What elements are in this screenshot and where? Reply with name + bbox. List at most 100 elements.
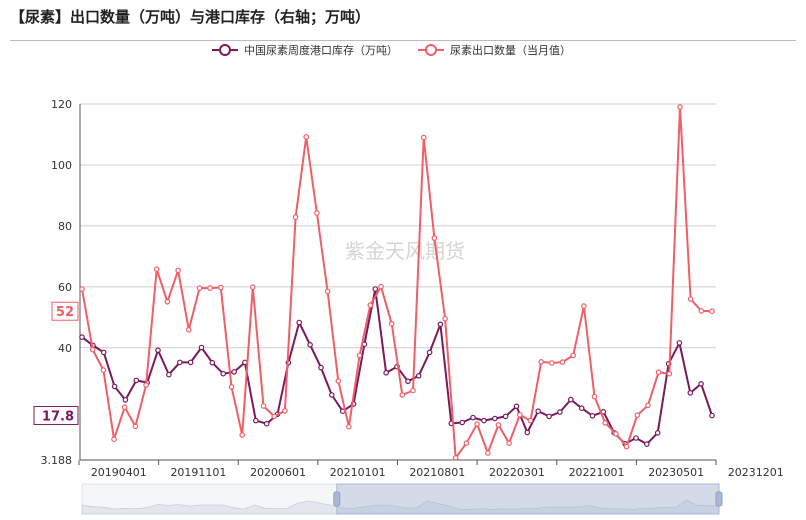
y-tick-label: 40 [58, 342, 72, 355]
data-point [166, 371, 172, 378]
legend-item-1[interactable]: 中国尿素周度港口库存（万吨） [212, 43, 398, 57]
data-point [415, 372, 422, 379]
data-point [153, 266, 160, 273]
data-point [559, 359, 566, 365]
value-markers: 17.8 52 [33, 301, 79, 425]
legend-marker-icon [425, 44, 437, 56]
chart-title: 【尿素】出口数量（万吨）与港口库存（右轴；万吨） [10, 8, 371, 26]
data-point [524, 429, 531, 436]
data-point [177, 359, 183, 366]
legend-label: 中国尿素周度港口库存（万吨） [244, 43, 398, 57]
data-point [687, 390, 694, 396]
data-point [613, 430, 619, 437]
data-point [442, 315, 448, 322]
x-tick-label: 20190401 [91, 466, 147, 479]
data-point [231, 369, 237, 375]
axis-value-marker: 17.8 [33, 405, 79, 425]
x-tick-label: 20191101 [170, 466, 226, 479]
data-point [546, 413, 552, 420]
data-point [633, 435, 639, 441]
data-point [495, 422, 502, 428]
data-point [481, 417, 487, 424]
legend[interactable]: 中国尿素周度港口库存（万吨） 尿素出口数量（当月值） [212, 43, 571, 57]
data-point [100, 349, 107, 356]
data-point [383, 369, 389, 376]
zoom-selected-range[interactable] [336, 483, 720, 515]
data-point [502, 413, 509, 420]
x-tick-label: 20210801 [409, 466, 465, 479]
data-point [643, 441, 650, 447]
data-point [654, 429, 661, 436]
data-point [100, 367, 107, 373]
data-point [431, 235, 438, 241]
data-point [372, 286, 379, 292]
data-point [218, 284, 224, 291]
data-point [538, 358, 545, 365]
data-point [250, 284, 256, 291]
title-divider [10, 40, 796, 41]
legend-item-2[interactable]: 尿素出口数量（当月值） [418, 43, 571, 57]
y-tick-label: 60 [58, 281, 72, 294]
data-point [426, 349, 433, 356]
data-point [589, 412, 596, 419]
data-point [209, 359, 216, 366]
data-point [303, 134, 310, 140]
data-point [133, 377, 140, 384]
data-point [698, 308, 705, 314]
data-point [79, 286, 85, 292]
y-axis: 3.188 40 60 80 100 120 [41, 98, 81, 467]
x-tick-label: 20231201 [728, 466, 784, 479]
y-tick-label: 3.188 [41, 454, 73, 467]
data-point [676, 340, 683, 346]
legend-marker-icon [219, 44, 231, 56]
data-point [89, 346, 96, 353]
zoom-handle-left[interactable] [333, 491, 341, 507]
marker-label: 17.8 [42, 409, 74, 424]
data-point [698, 380, 704, 387]
data-point [196, 285, 203, 291]
data-point [282, 408, 288, 414]
data-point [535, 408, 542, 415]
data-point [296, 319, 303, 326]
x-tick-label: 20220301 [489, 466, 545, 479]
data-point [459, 419, 466, 426]
series-layer [79, 104, 715, 461]
legend-label: 尿素出口数量（当月值） [450, 43, 571, 57]
zoom-handle-right[interactable] [715, 491, 723, 507]
x-tick-label: 20210101 [330, 466, 386, 479]
data-point [307, 341, 313, 348]
data-point [346, 423, 352, 430]
data-point [591, 393, 598, 400]
data-point [666, 370, 673, 377]
watermark: 紫金天风期货 [345, 239, 465, 263]
data-point [463, 440, 470, 447]
data-point [567, 396, 574, 403]
data-point [367, 302, 374, 308]
data-point [79, 334, 85, 340]
x-tick-label: 20230501 [648, 466, 704, 479]
data-point [399, 392, 406, 398]
data-point [655, 369, 662, 376]
data-point [602, 419, 609, 426]
y-tick-label: 120 [51, 98, 72, 111]
data-point [634, 412, 641, 419]
data-point [292, 214, 299, 220]
data-point [207, 285, 213, 291]
data-point [420, 134, 427, 141]
data-point [410, 387, 416, 394]
data-zoom-slider[interactable] [81, 483, 723, 515]
axis-value-marker: 52 [51, 301, 79, 321]
data-point [198, 344, 205, 351]
data-point [111, 436, 117, 443]
data-point [709, 412, 715, 419]
data-point [253, 417, 259, 424]
data-point [548, 360, 555, 366]
x-axis: 20190401 20191101 20200601 20210101 20210801… [78, 459, 784, 479]
data-point [437, 321, 444, 328]
data-point [314, 210, 320, 216]
x-tick-label: 20221001 [569, 466, 625, 479]
data-point [164, 298, 171, 305]
data-point [388, 320, 395, 327]
y-tick-label: 100 [51, 159, 72, 172]
data-point [187, 359, 194, 366]
